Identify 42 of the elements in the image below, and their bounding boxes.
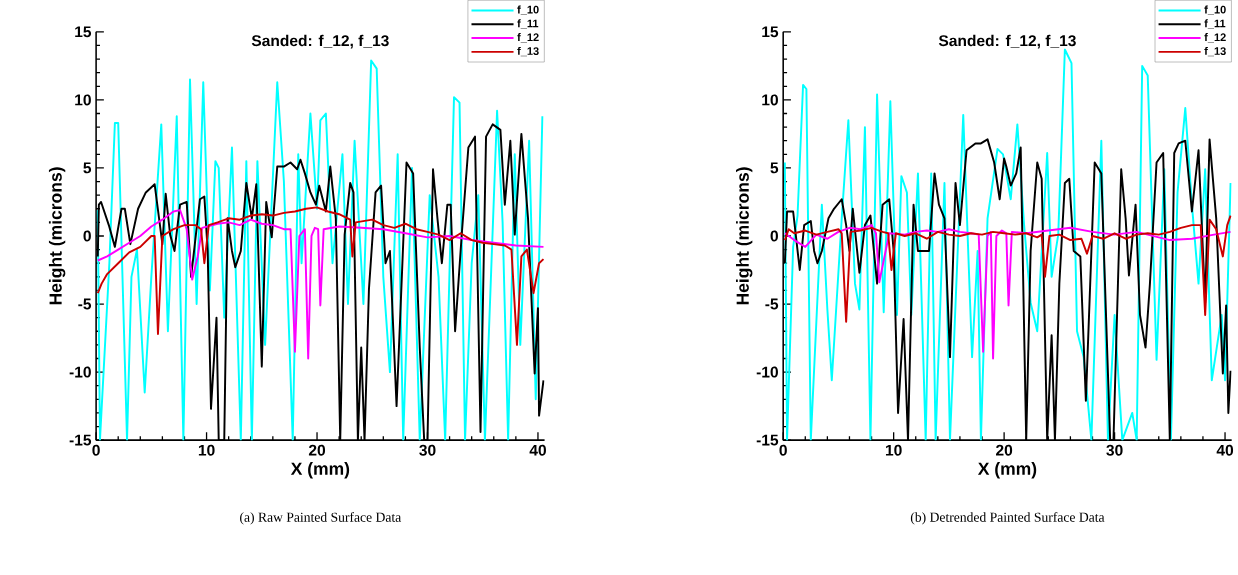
- y-tick-label: 0: [770, 230, 778, 242]
- legend-label: f_10: [517, 5, 539, 15]
- chart-title: Sanded: f_12, f_13: [251, 34, 389, 49]
- y-tick-label: 15: [762, 26, 779, 38]
- y-tick-label: -15: [756, 434, 779, 446]
- y-tick-label: 10: [75, 94, 91, 106]
- chart-title: Sanded: f_12, f_13: [938, 34, 1076, 49]
- legend-label: f_11: [517, 19, 539, 29]
- text: (a) Raw Painted Surface Data: [240, 512, 402, 525]
- legend-label: f_10: [1204, 5, 1226, 15]
- y-axis-title: Height (microns): [48, 167, 66, 305]
- x-axis-title: X (mm): [977, 462, 1037, 479]
- legend-label: f_13: [517, 46, 539, 57]
- x-tick-label: 20: [996, 444, 1013, 456]
- x-tick-label: 0: [779, 444, 787, 456]
- y-tick-label: 5: [770, 162, 779, 174]
- x-tick-label: 0: [92, 444, 100, 456]
- y-tick-label: -10: [756, 366, 778, 378]
- legend-label: f_12: [1204, 33, 1226, 43]
- y-tick-label: -10: [69, 366, 91, 378]
- x-tick-label: 10: [198, 444, 215, 456]
- text: (b) Detrended Painted Surface Data: [910, 512, 1105, 525]
- y-tick-label: -15: [69, 434, 92, 446]
- line-series: [783, 214, 1232, 323]
- y-tick-label: -5: [765, 298, 779, 310]
- x-tick-label: 30: [1106, 444, 1123, 456]
- legend-label: f_13: [1204, 46, 1226, 57]
- x-tick-label: 40: [1216, 444, 1234, 456]
- y-tick-label: -5: [78, 298, 92, 310]
- y-tick-label: 5: [83, 162, 92, 174]
- legend-label: f_11: [1204, 19, 1226, 29]
- legend-label: f_12: [517, 33, 539, 43]
- line-series: [783, 224, 1232, 360]
- y-axis-title: Height (microns): [736, 167, 753, 305]
- x-tick-label: 10: [885, 444, 902, 456]
- x-tick-label: 30: [419, 444, 436, 456]
- x-tick-label: 20: [308, 444, 326, 456]
- y-tick-label: 15: [75, 26, 92, 38]
- x-axis-title: X (mm): [290, 462, 350, 479]
- y-tick-label: 10: [762, 94, 778, 106]
- y-tick-label: 0: [83, 230, 91, 242]
- x-tick-label: 40: [529, 444, 546, 456]
